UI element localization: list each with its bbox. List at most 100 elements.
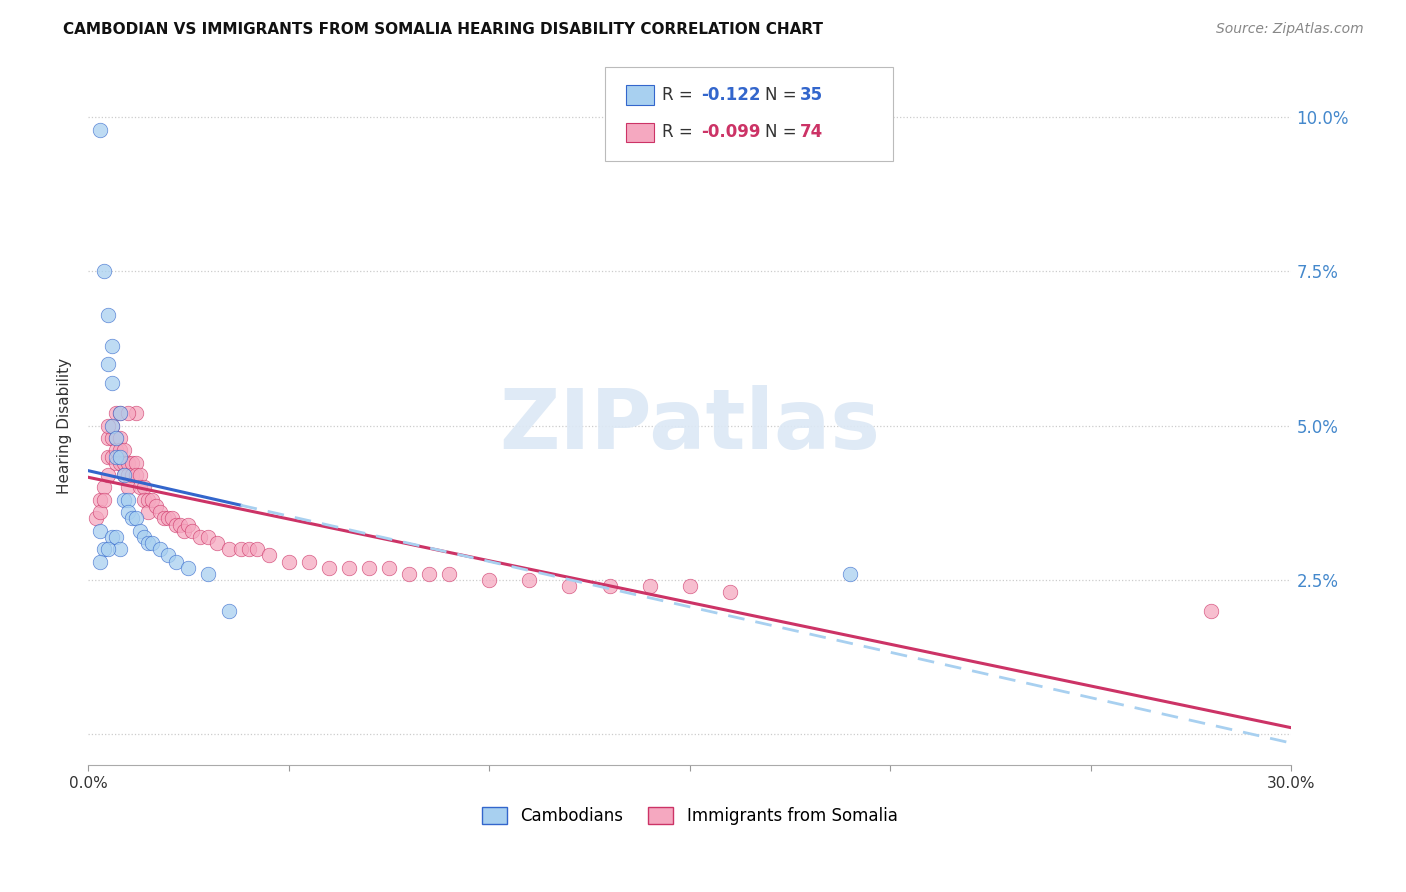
Point [89, 505, 111, 519]
Point [157, 549, 180, 563]
Point [93, 542, 115, 557]
Point [218, 604, 240, 618]
Point [121, 468, 143, 483]
Point [121, 511, 143, 525]
Point [238, 542, 260, 557]
Point [181, 524, 204, 538]
Point [105, 530, 128, 544]
Point [112, 468, 135, 483]
Point [257, 549, 280, 563]
Text: -0.099: -0.099 [702, 123, 761, 141]
Point [110, 456, 132, 470]
Point [97, 357, 120, 371]
Point [129, 524, 152, 538]
Legend: Cambodians, Immigrants from Somalia: Cambodians, Immigrants from Somalia [475, 800, 904, 831]
Point [101, 530, 124, 544]
Point [519, 573, 541, 587]
Text: R =: R = [662, 87, 699, 104]
Point [437, 566, 460, 581]
Point [136, 492, 159, 507]
Point [84, 511, 107, 525]
Point [93, 492, 115, 507]
Point [173, 524, 195, 538]
Point [638, 579, 661, 593]
Text: R =: R = [662, 123, 699, 141]
Point [112, 456, 135, 470]
Point [136, 536, 159, 550]
Point [165, 517, 187, 532]
Point [718, 585, 741, 599]
Point [125, 468, 148, 483]
Point [101, 450, 124, 464]
Text: CAMBODIAN VS IMMIGRANTS FROM SOMALIA HEARING DISABILITY CORRELATION CHART: CAMBODIAN VS IMMIGRANTS FROM SOMALIA HEA… [63, 22, 824, 37]
Point [197, 566, 219, 581]
Point [117, 468, 139, 483]
Point [110, 406, 132, 420]
Point [105, 431, 128, 445]
Point [101, 338, 124, 352]
Point [141, 536, 163, 550]
Point [141, 492, 163, 507]
Y-axis label: Hearing Disability: Hearing Disability [58, 358, 72, 494]
Point [97, 542, 120, 557]
Point [134, 492, 156, 507]
Point [190, 530, 212, 544]
Point [89, 555, 111, 569]
Point [246, 542, 269, 557]
Point [169, 517, 191, 532]
Point [1199, 604, 1222, 618]
Point [117, 492, 139, 507]
Point [105, 450, 128, 464]
Point [177, 560, 200, 574]
Point [136, 505, 159, 519]
Point [134, 530, 156, 544]
Point [197, 530, 219, 544]
Text: Source: ZipAtlas.com: Source: ZipAtlas.com [1216, 22, 1364, 37]
Point [112, 443, 135, 458]
Point [101, 431, 124, 445]
Point [101, 418, 124, 433]
Text: N =: N = [765, 87, 801, 104]
Point [679, 579, 702, 593]
Point [110, 542, 132, 557]
Point [298, 555, 321, 569]
Point [97, 450, 120, 464]
Point [101, 418, 124, 433]
Point [145, 499, 167, 513]
Point [89, 524, 111, 538]
Point [117, 456, 139, 470]
Point [149, 505, 172, 519]
Point [478, 573, 501, 587]
Point [125, 456, 148, 470]
Point [97, 308, 120, 322]
Point [157, 511, 180, 525]
Point [112, 492, 135, 507]
Point [97, 431, 120, 445]
Point [134, 481, 156, 495]
Point [93, 264, 115, 278]
Point [318, 560, 340, 574]
Text: -0.122: -0.122 [702, 87, 761, 104]
Point [117, 481, 139, 495]
Point [110, 450, 132, 464]
Point [105, 431, 128, 445]
Point [97, 418, 120, 433]
Point [418, 566, 440, 581]
Text: 74: 74 [800, 123, 824, 141]
Point [93, 481, 115, 495]
Text: N =: N = [765, 123, 801, 141]
Point [337, 560, 360, 574]
Point [218, 542, 240, 557]
Text: 35: 35 [800, 87, 823, 104]
Point [149, 542, 172, 557]
Text: ZIPatlas: ZIPatlas [499, 385, 880, 467]
Point [599, 579, 621, 593]
Point [162, 511, 184, 525]
Point [112, 468, 135, 483]
Point [129, 468, 152, 483]
Point [105, 456, 128, 470]
Point [110, 443, 132, 458]
Point [398, 566, 420, 581]
Point [89, 122, 111, 136]
Point [357, 560, 380, 574]
